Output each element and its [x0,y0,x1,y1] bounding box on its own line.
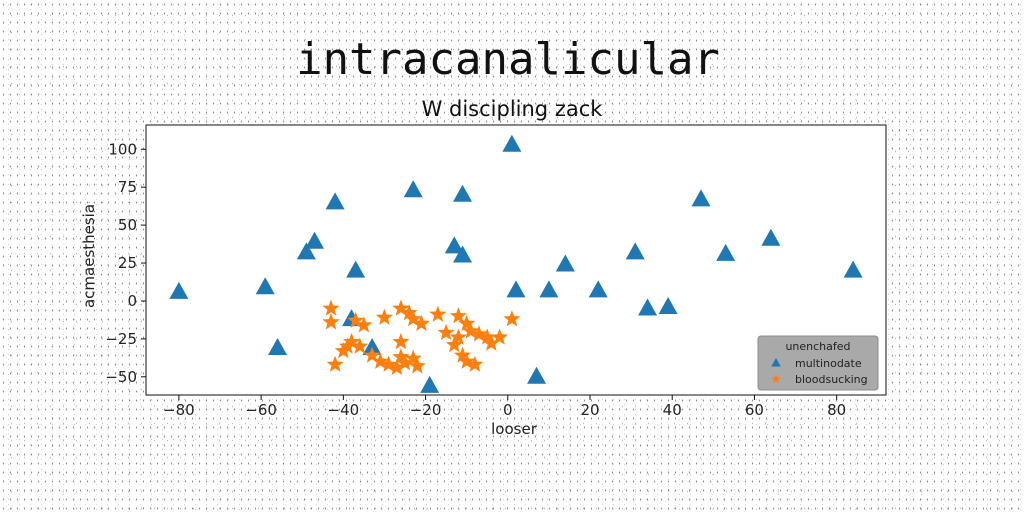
y-axis-label: acmaesthesia [80,204,98,308]
triangle-point [453,245,473,263]
triangle-point [555,254,575,272]
triangle-point [296,242,316,260]
x-tick-label: 0 [503,401,513,419]
y-tick-label: −50 [105,368,137,386]
data-marks [169,134,863,393]
triangle-point [539,280,559,298]
star-point [343,332,361,350]
star-point [351,337,369,354]
y-tick-label: 100 [108,140,137,158]
triangle-point [453,184,473,202]
star-point [392,348,410,365]
star-point [392,299,410,316]
x-tick-label: 80 [827,401,846,419]
triangle-point [305,231,325,249]
x-tick-label: −80 [163,401,195,419]
x-tick-label: 40 [663,401,682,419]
star-point [478,328,496,345]
triangle-point [691,189,711,207]
triangle-point [268,337,288,355]
star-point [449,307,467,324]
star-point [404,310,422,327]
axis-ticks: −80 −60 −40 −20 0 20 40 60 80 −50 −25 0 25 50 75 100 [105,140,846,419]
star-point [445,335,463,353]
star-point [503,310,521,327]
star-point [392,332,410,350]
y-tick-label: −25 [105,330,137,348]
x-tick-label: −20 [410,401,442,419]
x-tick-label: 20 [580,401,599,419]
triangle-point [255,277,275,295]
triangle-point [761,228,781,246]
star-point [380,355,398,372]
star-point [347,311,365,328]
star-point [338,337,356,354]
x-tick-label: −60 [245,401,277,419]
y-tick-label: 25 [118,254,137,272]
star-point [388,358,406,375]
triangle-point [843,260,863,278]
star-point [408,357,426,374]
triangle-point [658,297,678,315]
triangle-point [527,366,547,384]
triangle-point [169,281,189,299]
star-point [482,334,500,351]
legend-star-icon [771,374,781,383]
star-point [458,314,476,331]
legend-box [757,335,879,391]
triangle-point [403,180,423,198]
x-tick-label: 60 [745,401,764,419]
legend-title: unenchafed [785,340,850,353]
star-point [322,313,340,330]
star-point [363,346,381,363]
triangle-point [444,236,464,254]
y-tick-label: 75 [118,178,137,196]
triangle-point [502,134,522,152]
star-point [491,328,509,345]
y-tick-label: 0 [127,292,137,310]
chart-subtitle: W discipling zack [422,97,604,121]
legend-label: bloodsucking [795,373,868,386]
star-point [462,322,480,339]
star-point [375,308,393,325]
star-point [322,299,340,316]
star-point [355,316,373,333]
star-point [429,305,447,322]
star-point [449,328,467,345]
star-point [400,304,418,321]
star-point [437,323,455,341]
star-point [454,346,472,363]
star-point [412,314,430,331]
star-point [371,352,389,369]
legend-label: multinodate [795,357,862,370]
star-point [458,352,476,369]
x-axis-label: looser [491,420,538,438]
star-point [404,349,422,366]
triangle-point [588,280,608,298]
triangle-point [362,337,382,355]
triangle-point [638,298,658,316]
legend: unenchafed multinodate bloodsucking [757,335,879,391]
triangle-point [716,243,736,261]
x-tick-label: −40 [328,401,360,419]
y-tick-label: 50 [118,216,137,234]
triangle-point [420,375,440,393]
triangle-point [506,280,526,298]
legend-triangle-icon [771,358,781,367]
star-point [466,355,484,372]
star-point [470,325,488,342]
triangle-point [325,192,345,210]
star-point [326,355,344,372]
triangle-point [346,260,366,278]
triangle-point [625,242,645,260]
chart-title: intracanalicular [296,34,720,85]
